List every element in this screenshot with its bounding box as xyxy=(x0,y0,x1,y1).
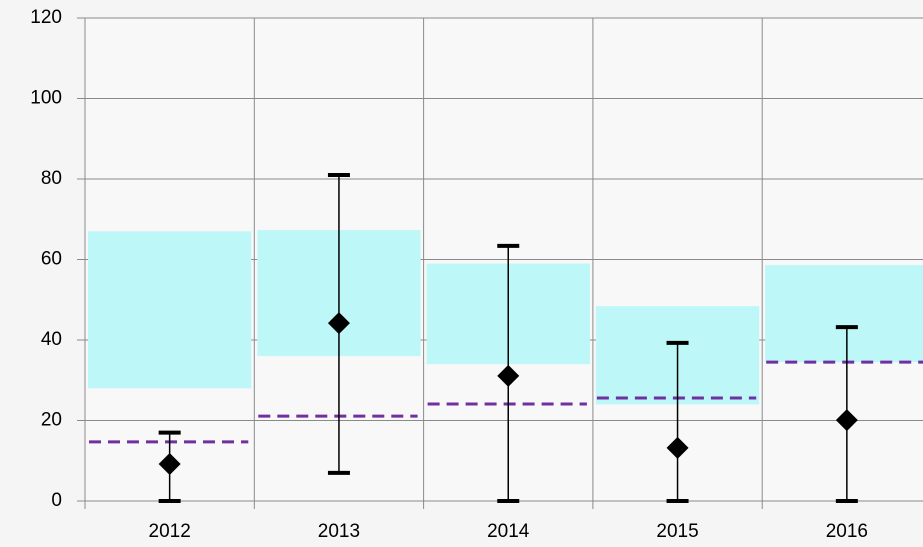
x-tick-label: 2015 xyxy=(656,521,698,542)
y-tick-label: 60 xyxy=(41,249,62,270)
value-marker xyxy=(835,409,858,432)
value-marker xyxy=(666,436,689,459)
value-marker xyxy=(497,364,520,387)
y-tick-label: 20 xyxy=(41,410,62,431)
x-tick-label: 2016 xyxy=(826,521,868,542)
y-tick-label: 120 xyxy=(30,7,62,28)
value-marker xyxy=(327,312,350,335)
x-tick-label: 2014 xyxy=(487,521,530,542)
y-tick-label: 100 xyxy=(30,88,62,109)
x-tick-label: 2012 xyxy=(149,521,191,542)
y-tick-label: 40 xyxy=(41,329,62,350)
value-marker xyxy=(158,452,181,475)
y-tick-label: 0 xyxy=(51,490,62,511)
range-box xyxy=(765,265,923,363)
x-tick-label: 2013 xyxy=(318,521,360,542)
range-box xyxy=(88,231,252,389)
y-tick-label: 80 xyxy=(41,168,62,189)
